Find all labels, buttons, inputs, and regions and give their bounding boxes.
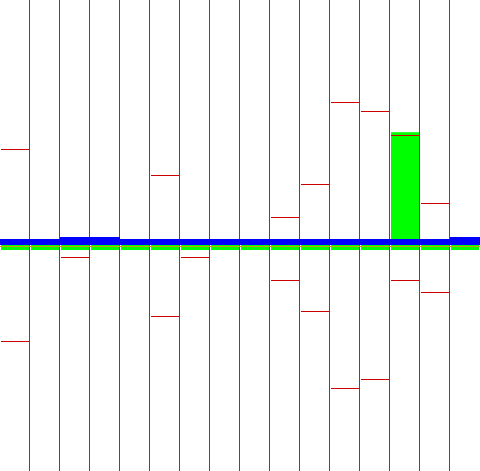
blue-bar [390,239,420,245]
blue-bar [360,239,390,245]
blue-bar [330,239,360,245]
green-bar [361,245,389,250]
blue-bar [120,239,150,245]
blue-bar [0,239,30,245]
blue-bar [420,239,450,245]
green-bar [91,245,119,250]
green-bar [271,245,299,250]
green-bar [301,245,329,250]
green-bar [121,245,149,250]
blue-bar [150,239,180,245]
blue-bar [300,239,330,245]
green-bar [241,245,269,250]
blue-bar [60,237,90,245]
blue-bar [90,237,120,245]
blue-bar [210,239,240,245]
blue-bar [30,239,60,245]
green-bar [1,245,29,250]
blue-bar [450,237,480,245]
green-bar [331,245,359,250]
green-bar [31,245,59,250]
green-bar [181,245,209,250]
green-bar [421,245,449,250]
green-bar [391,132,419,250]
blue-bar [240,239,270,245]
blue-bar [180,239,210,245]
blue-bar [270,239,300,245]
